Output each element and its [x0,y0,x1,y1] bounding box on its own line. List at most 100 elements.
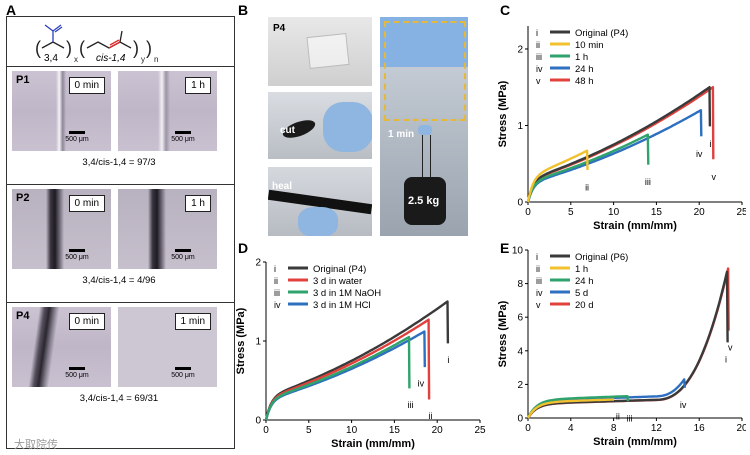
unit-34-label: 3,4 [44,53,58,64]
series-marker-iv: iv [680,400,687,410]
scale-bar: 500 μm [57,249,97,261]
x-tick-label: 20 [432,425,444,436]
legend-entry-ii: 3 d in water [313,276,362,287]
legend-marker-iii: iii [274,288,280,298]
x-axis-label: Strain (mm/mm) [593,436,677,448]
series-line-iv [526,108,703,203]
x-tick-label: 5 [568,207,574,218]
x-tick-label: 10 [346,425,358,436]
sample-name: P4 [16,310,30,322]
svg-text:(: ( [79,38,85,58]
watermark: 大取院传 [14,439,58,451]
photo-label-weight: 2.5 kg [408,195,440,207]
micrograph-p4-before: P4 0 min 500 μm [12,307,111,387]
micrograph-p1-after: 1 h 500 μm [118,71,217,151]
structure-drawing: ( ) x ( ) y ) n [35,24,158,64]
legend-marker-ii: ii [536,40,540,50]
chart-c: 0 5 10 15 20 25 0 1 2 Strain (mm/mm) Stress (MPa) v… [497,26,746,232]
time-label: 1 h [185,195,211,212]
x-tick-label: 0 [263,425,269,436]
panel-b-label: B [238,2,249,18]
legend-entry-iii: 3 d in 1M NaOH [313,288,381,299]
legend-marker-iv: iv [274,300,281,310]
photo-cut: cut [268,92,372,159]
y-tick-label: 6 [517,313,523,324]
x-tick-label: 15 [651,207,663,218]
legend-entry-iv: 5 d [575,288,588,299]
time-label: 0 min [68,77,105,94]
x-tick-label: 10 [608,207,620,218]
series-line-i [264,300,450,421]
series-marker-v: v [728,343,733,353]
legend-marker-iv: iv [536,64,543,74]
x-tick-label: 0 [525,423,531,434]
legend-entry-v: 20 d [575,300,594,311]
legend-entry-i: Original (P6) [575,252,628,263]
chemical-structure: ( ) x ( ) y ) n 3,4 cis-1,4 [8,18,232,66]
sub-n: n [154,55,158,64]
x-tick-label: 12 [651,423,663,434]
series-marker-v: v [712,172,717,182]
time-label: 1 h [185,77,211,94]
photo-label-p4: P4 [273,23,286,34]
series-line-iii [264,335,411,421]
legend-entry-iii: 24 h [575,276,594,287]
legend-entry-i: Original (P4) [575,28,628,39]
series-marker-i: i [725,354,727,364]
x-tick-label: 20 [694,207,706,218]
y-tick-label: 4 [517,346,523,357]
series-marker-iii: iii [408,400,414,410]
x-tick-label: 8 [611,423,617,434]
y-tick-label: 2 [517,44,523,55]
series-marker-ii: ii [428,411,432,421]
photo-label-time: 1 min [388,129,415,140]
series-line-i [526,85,712,203]
x-tick-label: 16 [694,423,706,434]
row-p1: P1 0 min 500 μm 1 h 500 μm 3,4/cis-1,4 =… [6,67,235,184]
x-axis-label: Strain (mm/mm) [331,438,415,450]
y-tick-label: 2 [255,258,261,269]
sub-x: x [74,55,78,64]
sample-name: P2 [16,192,30,204]
photo-p4-film: P4 [268,17,372,86]
row-p4: P4 0 min 500 μm 1 min 500 μm 3,4/cis-1,4… [6,303,235,420]
time-label: 0 min [68,313,105,330]
chart-d: 0 5 10 15 20 25 0 1 2 Strain (mm/mm) Stress (MPa) i… [235,258,486,451]
legend-marker-i: i [274,264,276,274]
legend-marker-iii: iii [536,52,542,62]
legend-entry-i: Original (P4) [313,264,366,275]
unit-cis-label: cis-1,4 [96,53,126,64]
series-line-iii [526,133,650,203]
legend-marker-ii: ii [274,276,278,286]
y-tick-label: 8 [517,279,523,290]
y-axis-label: Stress (MPa) [497,80,509,147]
series-marker-iii: iii [627,413,633,423]
panel-c-label: C [500,2,511,18]
x-tick-label: 0 [525,207,531,218]
legend-marker-v: v [536,76,541,86]
panel-e-label: E [500,240,510,256]
series-marker-i: i [709,139,711,149]
legend-entry-iv: 3 d in 1M HCl [313,300,371,311]
scale-bar: 500 μm [163,131,203,143]
legend-entry-ii: 1 h [575,264,588,275]
x-tick-label: 5 [306,425,312,436]
time-label: 1 min [174,313,211,330]
y-axis-label: Stress (MPa) [235,307,247,374]
micrograph-p2-after: 1 h 500 μm [118,189,217,269]
svg-text:): ) [133,38,139,58]
series-marker-iv: iv [418,379,425,389]
legend-marker-iv: iv [536,288,543,298]
svg-text:): ) [66,38,72,58]
time-label: 0 min [68,195,105,212]
svg-text:(: ( [35,38,41,58]
y-tick-label: 2 [517,380,523,391]
micrograph-p1-before: P1 0 min 500 μm [12,71,111,151]
composition-ratio: 3,4/cis-1,4 = 97/3 [82,157,156,168]
svg-text:): ) [146,38,152,58]
y-tick-label: 0 [255,416,261,427]
legend-marker-ii: ii [536,264,540,274]
legend-marker-iii: iii [536,276,542,286]
legend-entry-v: 48 h [575,76,594,87]
x-tick-label: 4 [568,423,574,434]
